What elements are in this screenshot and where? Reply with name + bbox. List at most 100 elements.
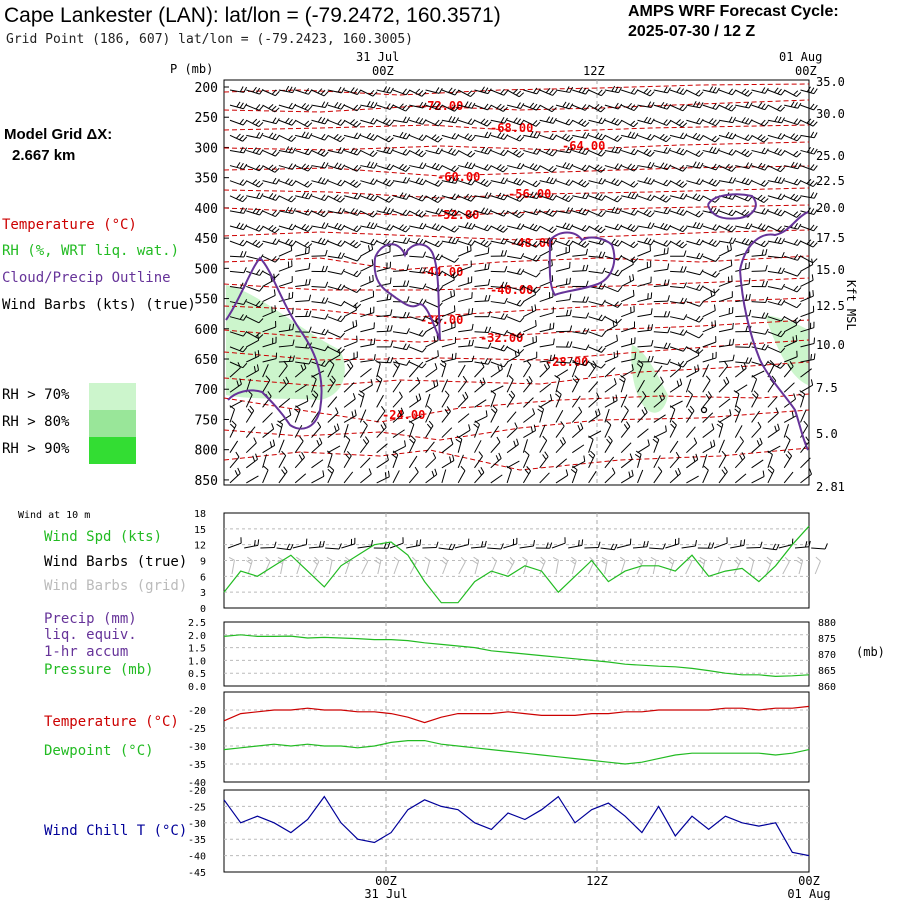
wind-barb [686, 301, 704, 307]
wind-barb [246, 118, 264, 128]
wind-barb [441, 337, 457, 348]
pressure-tick-label: 450 [195, 232, 218, 247]
wind-barb [702, 454, 708, 468]
isotherm-line [223, 255, 810, 271]
wind-barb [360, 354, 376, 363]
wind-barb [327, 283, 346, 291]
wind-barb-true [373, 542, 391, 549]
wind-barb [327, 222, 346, 231]
wind-barb [229, 101, 248, 110]
wind-barb [800, 457, 811, 469]
wind-barb [588, 192, 606, 201]
wind-barb-true [470, 540, 487, 549]
legend-precip: Precip (mm) [44, 611, 137, 627]
wind-barb-grid [587, 556, 595, 575]
wind-barb [604, 456, 615, 469]
wind-barb [474, 310, 491, 318]
wind-barb [474, 440, 482, 453]
wind-barb [343, 179, 362, 188]
wind-barb [295, 131, 313, 139]
wind-barb [506, 209, 525, 219]
wind-barb [278, 291, 294, 303]
wind-barb [457, 424, 471, 438]
precip-pressure-panel-frame [223, 621, 810, 687]
wind-barb [735, 293, 751, 303]
wind-barb [588, 164, 606, 173]
wind-barb [343, 471, 354, 484]
wind-barb [653, 147, 671, 154]
wind-barb-true [357, 540, 373, 549]
wind-barb [229, 207, 248, 214]
wind-barb [620, 394, 628, 408]
wind-barb [278, 466, 288, 484]
wind-barb [522, 439, 528, 453]
rh80-swatch [89, 410, 136, 437]
wind-barb [539, 361, 551, 378]
wind-barb [425, 379, 439, 393]
wind-barb [457, 413, 470, 423]
wind-barb [360, 322, 375, 333]
wind-barb [686, 210, 704, 218]
wind-barb [409, 162, 427, 169]
wind-barb [718, 338, 735, 348]
wind-barb [800, 258, 814, 272]
wind-barb [506, 460, 520, 469]
wind-barb [653, 342, 671, 350]
wind-barb [425, 318, 439, 333]
wind-barb [506, 316, 525, 323]
wind-barb [262, 177, 280, 185]
windchill-line [223, 795, 810, 857]
wind-barb [604, 206, 622, 215]
wind-barb [784, 133, 802, 142]
wind-barb [245, 453, 258, 469]
wind-barb [360, 338, 376, 348]
wind-barb [506, 349, 520, 363]
wind-barb [295, 191, 313, 200]
wind-barb [653, 119, 672, 126]
wind-barb [523, 131, 541, 139]
wind-barb [441, 406, 451, 423]
wind-barb [327, 133, 345, 143]
wind-barb [360, 436, 370, 453]
wind-barb [735, 384, 748, 393]
wind-barb [262, 164, 280, 173]
wind-barb [490, 164, 508, 173]
wind-barb [262, 224, 280, 234]
wind-barb [653, 240, 672, 247]
wind-barb [523, 102, 541, 111]
wind-barb [343, 450, 352, 469]
wind-barb [523, 408, 536, 423]
wind-barb [572, 264, 589, 272]
wind-barb [229, 362, 241, 378]
wind-barb [735, 341, 752, 348]
wind-barb [555, 357, 573, 364]
wind-barb-grid [698, 556, 706, 575]
wind-barb [506, 134, 525, 142]
wind-barb [604, 254, 623, 261]
wind-barb [311, 313, 329, 320]
wind-barb [620, 405, 629, 423]
wind-barb [751, 296, 769, 304]
wind-barb [425, 87, 443, 94]
wind-barb [359, 409, 367, 423]
wind-barb [425, 240, 443, 248]
wind-barb [686, 178, 704, 186]
precip-pressure-panel: 0.0 0.5 1.01.5 2.0 2.5 860 865 870 875 880 [188, 618, 836, 693]
wind-barb [767, 346, 786, 354]
wind-barb [327, 268, 345, 275]
wind-barb [767, 147, 786, 156]
wind-barb [588, 408, 601, 423]
wind-barb [425, 208, 443, 215]
wind-barb [784, 193, 802, 202]
wind-barb [343, 409, 357, 423]
wind-barb [571, 422, 584, 438]
wind-barb [620, 255, 639, 264]
y-tick-label: 2.5 [188, 618, 206, 629]
wind-barb [686, 331, 704, 339]
isotherm-line [223, 393, 810, 423]
wind-barb [506, 268, 525, 275]
wind-barb [669, 192, 688, 200]
wind-barb [604, 367, 616, 378]
wind-barb-true [713, 537, 728, 549]
wind-barb [653, 414, 666, 423]
